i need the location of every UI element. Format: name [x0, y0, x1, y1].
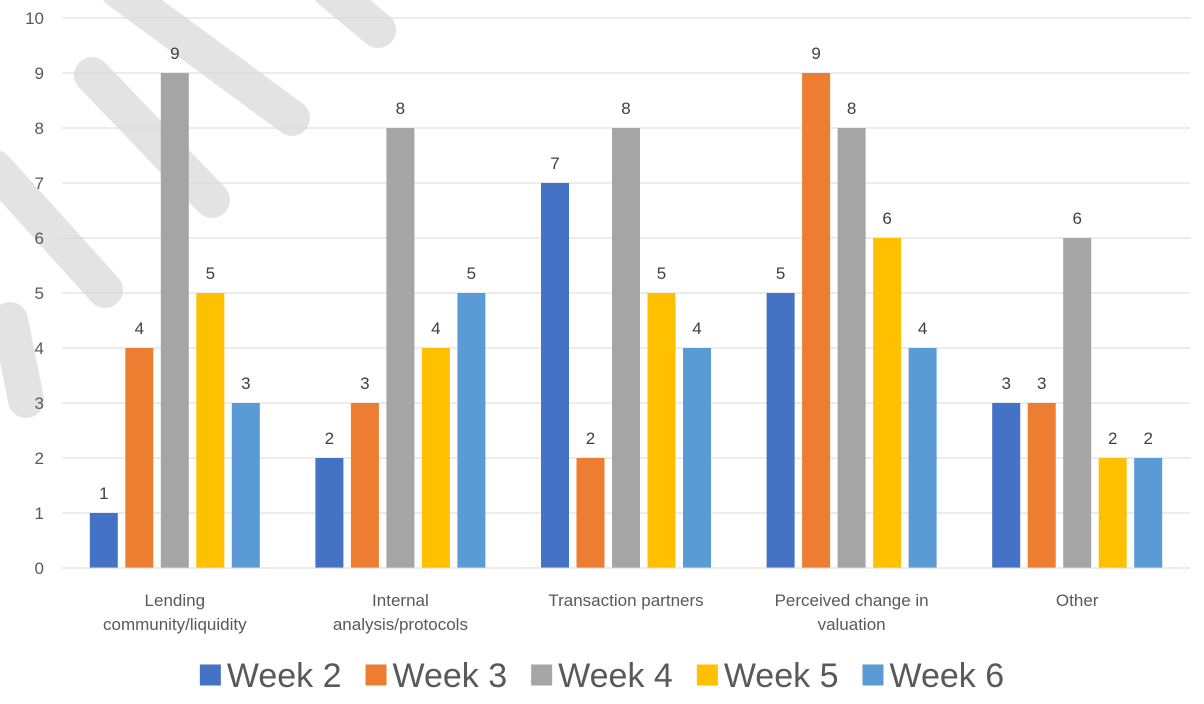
bar-week-3 — [350, 403, 379, 568]
bar-week-4 — [612, 128, 640, 568]
category-label: analysis/protocols — [333, 615, 468, 634]
bar-week-2 — [89, 513, 118, 568]
data-label: 3 — [1037, 374, 1046, 393]
legend-swatch — [365, 664, 387, 686]
data-label: 4 — [918, 319, 927, 338]
y-tick-label: 6 — [35, 229, 44, 248]
bar-week-6 — [683, 348, 711, 568]
data-label: 2 — [1108, 429, 1117, 448]
y-tick-label: 1 — [35, 504, 44, 523]
data-label: 3 — [241, 374, 250, 393]
y-tick-label: 2 — [35, 449, 44, 468]
bar-week-5 — [196, 293, 225, 568]
legend-item: Week 3 — [365, 657, 508, 695]
data-label: 5 — [657, 264, 666, 283]
category-label: valuation — [818, 615, 886, 634]
bar-week-6 — [457, 293, 486, 568]
data-label: 4 — [135, 319, 144, 338]
legend-swatch — [199, 664, 221, 686]
bar-week-5 — [1098, 458, 1127, 568]
data-label: 3 — [360, 374, 369, 393]
bar-week-4 — [837, 128, 866, 568]
legend-label: Week 4 — [558, 657, 673, 695]
legend-label: Week 2 — [227, 657, 342, 695]
data-label: 4 — [692, 319, 701, 338]
data-label: 9 — [170, 44, 179, 63]
data-labels: 1 2 7 5 3 4 3 2 9 3 9 8 8 8 6 5 4 5 6 2 3 5 4 4 2 — [99, 44, 1153, 503]
data-label: 6 — [1072, 209, 1081, 228]
category-label: Perceived change in — [775, 591, 929, 610]
y-tick-label: 7 — [35, 174, 44, 193]
category-labels: Lending community/liquidity Internal analys… — [103, 591, 1099, 634]
category-label: Transaction partners — [548, 591, 703, 610]
legend-label: Week 6 — [889, 657, 1004, 695]
bar-week-4 — [1063, 238, 1092, 568]
y-axis-tick-labels: 0 1 2 3 4 5 6 7 8 9 10 — [25, 9, 44, 578]
data-label: 7 — [550, 154, 559, 173]
bars — [89, 73, 1163, 568]
bar-week-3 — [125, 348, 154, 568]
bar-week-5 — [873, 238, 902, 568]
bar-week-6 — [1134, 458, 1163, 568]
legend-item: Week 6 — [862, 657, 1004, 695]
legend-item: Week 4 — [531, 657, 673, 695]
data-label: 5 — [206, 264, 215, 283]
data-label: 2 — [325, 429, 334, 448]
data-label: 1 — [99, 484, 108, 503]
y-tick-label: 9 — [35, 64, 44, 83]
data-label: 3 — [1001, 374, 1010, 393]
data-label: 8 — [847, 99, 856, 118]
legend-swatch — [696, 664, 718, 686]
bar-week-3 — [802, 73, 831, 568]
legend-item: Week 2 — [199, 657, 342, 695]
category-label: Internal — [372, 591, 429, 610]
y-tick-label: 3 — [35, 394, 44, 413]
bar-week-5 — [421, 348, 450, 568]
legend-swatch — [531, 664, 553, 686]
y-tick-label: 4 — [35, 339, 44, 358]
legend-item: Week 5 — [696, 657, 839, 695]
category-label: community/liquidity — [103, 615, 247, 634]
legend-label: Week 3 — [393, 657, 508, 695]
y-tick-label: 8 — [35, 119, 44, 138]
data-label: 4 — [431, 319, 440, 338]
data-label: 9 — [811, 44, 820, 63]
legend-label: Week 5 — [724, 657, 839, 695]
data-label: 5 — [467, 264, 476, 283]
bar-week-2 — [766, 293, 795, 568]
data-label: 6 — [882, 209, 891, 228]
bar-week-3 — [1027, 403, 1056, 568]
y-tick-label: 0 — [35, 559, 44, 578]
data-label: 2 — [1143, 429, 1152, 448]
bar-week-4 — [160, 73, 189, 568]
bar-week-2 — [541, 183, 569, 568]
data-label: 8 — [621, 99, 630, 118]
y-tick-label: 5 — [35, 284, 44, 303]
legend-swatch — [862, 664, 884, 686]
bar-week-3 — [576, 458, 605, 568]
y-tick-label: 10 — [25, 9, 44, 28]
bar-week-5 — [647, 293, 676, 568]
data-label: 5 — [776, 264, 785, 283]
category-label: Lending — [145, 591, 206, 610]
bar-week-6 — [908, 348, 937, 568]
bar-week-4 — [386, 128, 415, 568]
data-label: 2 — [586, 429, 595, 448]
data-label: 8 — [396, 99, 405, 118]
legend: Week 2 Week 3 Week 4 Week 5 Week 6 — [199, 657, 1004, 695]
bar-week-2 — [315, 458, 344, 568]
category-label: Other — [1056, 591, 1099, 610]
bar-week-2 — [992, 403, 1021, 568]
bar-week-6 — [231, 403, 260, 568]
watermark — [0, 0, 396, 418]
